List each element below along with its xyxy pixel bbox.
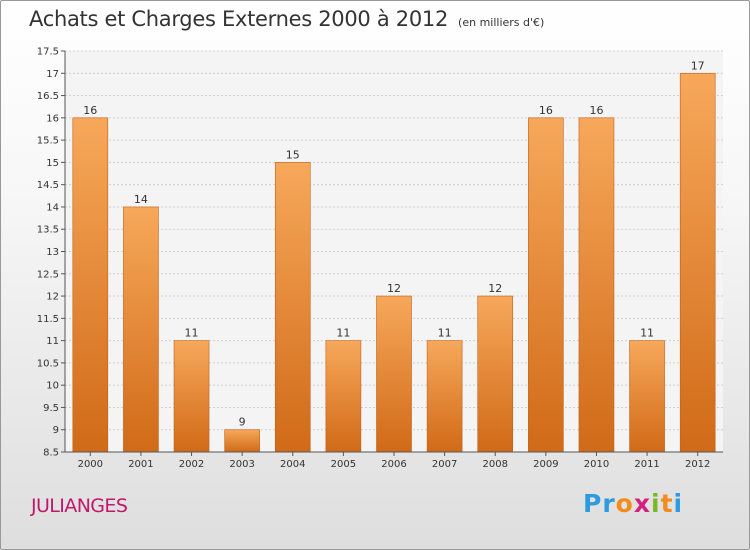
x-tick-label: 2010: [584, 459, 609, 470]
x-tick-label: 2006: [381, 459, 406, 470]
title-text: Achats et Charges Externes 2000 à 2012: [29, 7, 449, 31]
bar: [72, 117, 109, 453]
y-tick-label: 17: [46, 69, 59, 80]
data-label: 12: [488, 282, 502, 295]
data-label: 16: [539, 104, 553, 117]
proxiti-logo[interactable]: Proxiti: [583, 489, 683, 518]
y-tick-label: 15: [46, 158, 59, 169]
bar: [679, 72, 716, 453]
unit-label: (en milliers d'€): [458, 16, 545, 29]
y-tick-label: 13.5: [37, 225, 59, 236]
x-tick-label: 2012: [685, 459, 710, 470]
data-label: 15: [286, 148, 300, 161]
logo-letter: P: [583, 489, 603, 518]
x-tick-label: 2009: [533, 459, 558, 470]
logo-letter: o: [615, 489, 634, 518]
x-tick-label: 2007: [432, 459, 457, 470]
y-tick-label: 12.5: [37, 269, 59, 280]
x-tick-label: 2002: [179, 459, 204, 470]
x-tick-label: 2003: [229, 459, 254, 470]
data-label: 9: [239, 416, 246, 429]
data-label: 11: [438, 327, 452, 340]
x-tick-label: 2001: [128, 459, 153, 470]
logo-letter: i: [673, 489, 684, 518]
bar: [325, 340, 362, 453]
logo-letter: i: [651, 489, 661, 518]
data-label: 11: [185, 327, 199, 340]
y-tick-label: 14.5: [37, 180, 59, 191]
x-tick-label: 2000: [78, 459, 103, 470]
y-tick-label: 10.5: [37, 358, 59, 369]
y-tick-label: 17.5: [37, 47, 59, 58]
x-tick-label: 2011: [634, 459, 659, 470]
bar: [629, 340, 665, 453]
bar: [173, 340, 210, 453]
bar: [224, 429, 260, 453]
logo-letter: r: [602, 489, 616, 518]
data-label: 14: [134, 193, 148, 206]
data-label: 11: [336, 327, 350, 340]
bar: [426, 340, 463, 453]
x-tick-label: 2008: [483, 459, 508, 470]
bar: [274, 162, 311, 453]
data-label: 12: [387, 282, 401, 295]
y-tick-label: 8.5: [43, 448, 59, 459]
y-tick-label: 10: [46, 381, 59, 392]
x-tick-label: 2005: [331, 459, 356, 470]
bar: [528, 117, 564, 453]
labels-group: 8.5 9 9.5 10 10.5 11 11.5 12 12.5 13 13.5 14 14.5 15 1…: [37, 47, 711, 471]
logo-letter: x: [633, 489, 651, 518]
y-tick-label: 12: [46, 292, 59, 303]
commune-name: JULIANGES: [31, 495, 128, 517]
axes: [61, 50, 723, 456]
data-label: 16: [83, 104, 97, 117]
y-tick-label: 9: [53, 425, 59, 436]
y-tick-label: 9.5: [43, 403, 59, 414]
chart-title: Achats et Charges Externes 2000 à 2012 (e…: [29, 7, 544, 31]
bars-group: [72, 72, 716, 453]
data-label: 11: [640, 327, 654, 340]
x-tick-label: 2004: [280, 459, 305, 470]
bar: [578, 117, 615, 453]
data-label: 16: [589, 104, 603, 117]
y-tick-label: 11.5: [37, 314, 59, 325]
logo-letter: t: [660, 489, 674, 518]
y-tick-label: 11: [46, 336, 59, 347]
y-tick-label: 16: [46, 113, 59, 124]
data-label: 17: [691, 59, 705, 72]
y-tick-label: 13: [46, 247, 59, 258]
y-tick-label: 14: [46, 202, 59, 213]
bar: [376, 295, 412, 453]
y-tick-label: 16.5: [37, 91, 59, 102]
bar: [123, 206, 159, 453]
bar: [477, 295, 514, 453]
y-tick-label: 15.5: [37, 136, 59, 147]
